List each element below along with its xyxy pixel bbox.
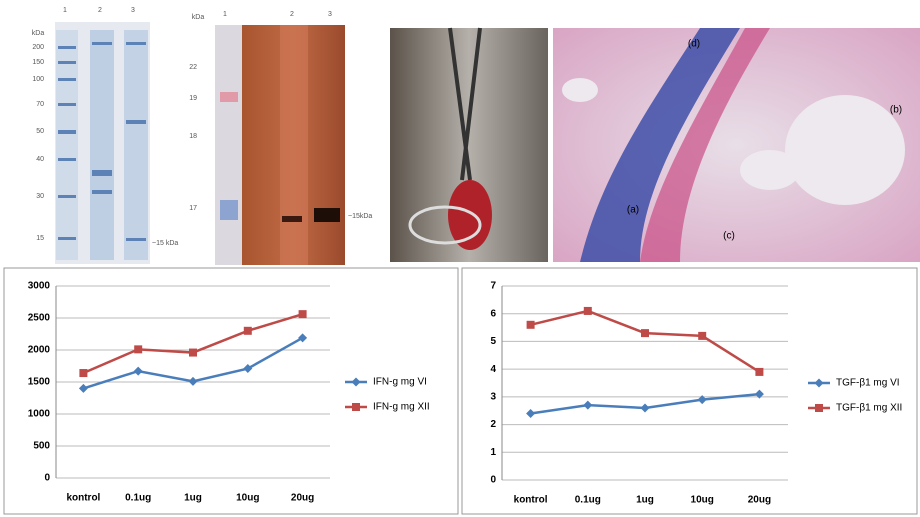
lane-label: 1 bbox=[223, 11, 227, 18]
histology bbox=[553, 28, 920, 262]
y-tick-label: 7 bbox=[490, 281, 496, 292]
band-label: ~15 kDa bbox=[152, 240, 178, 247]
y-tick-label: 5 bbox=[490, 336, 496, 347]
point bbox=[698, 331, 707, 340]
marker-label: 15 bbox=[36, 235, 44, 242]
histology-label: (b) bbox=[890, 105, 902, 116]
point bbox=[755, 367, 764, 376]
point bbox=[754, 389, 764, 399]
lane-label: 2 bbox=[290, 11, 294, 18]
point bbox=[583, 306, 592, 315]
point bbox=[133, 366, 143, 376]
point bbox=[243, 326, 252, 335]
legend-label: IFN-g mg XII bbox=[373, 402, 430, 413]
x-tick-label: 10ug bbox=[691, 495, 714, 506]
point bbox=[188, 376, 198, 386]
legend-label: IFN-g mg VI bbox=[373, 377, 427, 388]
legend-marker bbox=[352, 403, 360, 411]
band-label: ~15kDa bbox=[348, 213, 372, 220]
legend-marker bbox=[814, 378, 824, 388]
y-tick-label: 2000 bbox=[28, 345, 51, 356]
point bbox=[79, 369, 88, 378]
point bbox=[298, 310, 307, 319]
lane-label: 2 bbox=[98, 7, 102, 14]
x-tick-label: 20ug bbox=[291, 493, 314, 504]
chart-frame bbox=[3, 267, 459, 515]
histology-label: (c) bbox=[723, 231, 735, 242]
y-tick-label: 3 bbox=[490, 391, 496, 402]
marker-label: 40 bbox=[36, 156, 44, 163]
y-tick-label: 1 bbox=[490, 447, 496, 458]
histology-label: (a) bbox=[627, 205, 639, 216]
marker-label: 100 bbox=[32, 76, 44, 83]
x-tick-label: kontrol bbox=[66, 493, 100, 504]
legend-label: TGF-β1 mg XII bbox=[836, 403, 902, 414]
marker-label: 18 bbox=[189, 133, 197, 140]
lane-label: 1 bbox=[63, 7, 67, 14]
point bbox=[641, 329, 649, 338]
marker-label: 22 bbox=[189, 64, 197, 71]
gel-2 bbox=[215, 25, 345, 265]
y-tick-label: 3000 bbox=[28, 281, 51, 292]
photo bbox=[390, 27, 548, 262]
gel-unit: kDa bbox=[192, 14, 205, 21]
lane-label: 3 bbox=[328, 11, 332, 18]
x-tick-label: kontrol bbox=[514, 495, 548, 506]
point bbox=[298, 333, 308, 343]
x-tick-label: 10ug bbox=[236, 493, 259, 504]
x-tick-label: 20ug bbox=[748, 495, 771, 506]
marker-label: 50 bbox=[36, 128, 44, 135]
point bbox=[526, 320, 535, 329]
y-tick-label: 0 bbox=[44, 473, 50, 484]
series-line bbox=[82, 312, 303, 375]
y-tick-label: 1000 bbox=[28, 409, 51, 420]
point bbox=[189, 348, 197, 357]
x-tick-label: 1ug bbox=[184, 493, 202, 504]
y-tick-label: 2 bbox=[490, 419, 496, 430]
marker-label: 70 bbox=[36, 101, 44, 108]
legend-marker bbox=[351, 377, 361, 387]
lane-label: 3 bbox=[131, 7, 135, 14]
gel-1 bbox=[55, 22, 150, 264]
gel-unit: kDa bbox=[32, 30, 45, 37]
y-tick-label: 1500 bbox=[28, 377, 51, 388]
y-tick-label: 4 bbox=[490, 364, 496, 375]
marker-label: 200 bbox=[32, 44, 44, 51]
histology-label: (d) bbox=[688, 39, 700, 50]
y-tick-label: 500 bbox=[33, 441, 50, 452]
x-tick-label: 0.1ug bbox=[125, 493, 151, 504]
point bbox=[640, 403, 650, 413]
y-tick-label: 0 bbox=[490, 475, 496, 486]
y-tick-label: 2500 bbox=[28, 313, 51, 324]
marker-label: 19 bbox=[189, 95, 197, 102]
marker-label: 150 bbox=[32, 59, 44, 66]
chart-frame bbox=[461, 267, 918, 515]
point bbox=[78, 383, 88, 393]
y-tick-label: 6 bbox=[490, 308, 496, 319]
point bbox=[134, 345, 143, 354]
point bbox=[243, 364, 253, 374]
legend-label: TGF-β1 mg VI bbox=[836, 378, 900, 389]
x-tick-label: 0.1ug bbox=[575, 495, 601, 506]
marker-label: 30 bbox=[36, 193, 44, 200]
x-tick-label: 1ug bbox=[636, 495, 654, 506]
marker-label: 17 bbox=[189, 205, 197, 212]
point bbox=[583, 400, 593, 410]
legend-marker bbox=[815, 404, 823, 412]
point bbox=[697, 395, 707, 405]
point bbox=[526, 408, 536, 418]
